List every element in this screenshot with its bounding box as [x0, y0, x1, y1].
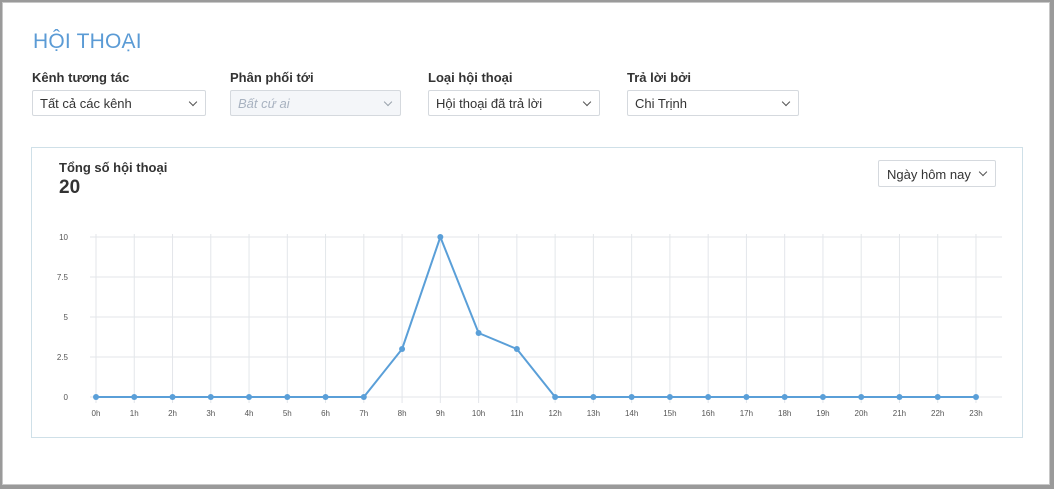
y-tick-label: 10	[59, 233, 68, 242]
x-tick-label: 12h	[548, 409, 561, 418]
data-point	[781, 394, 788, 400]
x-tick-label: 18h	[778, 409, 791, 418]
date-range-value: Ngày hôm nay	[887, 167, 971, 182]
date-range-select[interactable]: Ngày hôm nay	[878, 160, 996, 187]
x-tick-label: 0h	[92, 409, 101, 418]
x-tick-label: 16h	[701, 409, 714, 418]
data-point	[93, 394, 99, 400]
data-point	[284, 394, 291, 400]
y-tick-label: 7.5	[57, 273, 69, 282]
assigned-to-select: Bất cứ ai	[230, 90, 401, 116]
conversation-chart-card: 0 2.5 5 7.5 10 0h 1h 2h 3h 4h 5h 6h 7h 8h 9h 10h 11h 12h 1…	[31, 147, 1023, 438]
data-point	[207, 394, 214, 400]
chevron-down-icon	[188, 97, 198, 107]
series-line	[96, 236, 976, 398]
data-point	[934, 394, 941, 400]
x-tick-label: 3h	[206, 409, 215, 418]
filter-conversation-type: Loại hội thoại Hội thoại đã trả lời	[428, 70, 600, 116]
y-tick-label: 0	[64, 393, 69, 402]
data-point	[399, 346, 406, 352]
data-point	[590, 394, 597, 400]
x-tick-label: 13h	[587, 409, 600, 418]
replied-by-select[interactable]: Chi Trịnh	[627, 90, 799, 116]
conversation-line-chart: 0 2.5 5 7.5 10 0h 1h 2h 3h 4h 5h 6h 7h 8h 9h 10h 11h 12h 1…	[57, 233, 1002, 418]
x-tick-label: 21h	[893, 409, 906, 418]
filter-assigned-to-label: Phân phối tới	[230, 70, 314, 85]
data-point	[972, 394, 979, 400]
x-tick-label: 15h	[663, 409, 676, 418]
data-point	[552, 394, 559, 400]
data-point	[475, 330, 482, 336]
page-title: HỘI THOẠI	[33, 30, 142, 53]
data-point	[628, 394, 635, 400]
filter-channel: Kênh tương tác Tất cả các kênh	[32, 70, 206, 116]
x-tick-label: 19h	[816, 409, 829, 418]
data-point	[896, 394, 903, 400]
x-tick-label: 10h	[472, 409, 485, 418]
data-point	[360, 394, 367, 400]
data-point	[437, 234, 444, 240]
conversation-type-select[interactable]: Hội thoại đã trả lời	[428, 90, 600, 116]
assigned-to-select-value: Bất cứ ai	[238, 96, 290, 111]
data-point	[169, 394, 176, 400]
chevron-down-icon	[781, 97, 791, 107]
x-tick-label: 5h	[283, 409, 292, 418]
data-point	[246, 394, 253, 400]
x-tick-label: 7h	[359, 409, 368, 418]
y-tick-label: 5	[64, 313, 69, 322]
chevron-down-icon	[582, 97, 592, 107]
data-point	[858, 394, 865, 400]
filter-assigned-to: Phân phối tới Bất cứ ai	[230, 70, 401, 116]
y-tick-label: 2.5	[57, 353, 69, 362]
x-tick-label: 9h	[436, 409, 445, 418]
data-point	[513, 346, 520, 352]
x-tick-label: 20h	[855, 409, 868, 418]
data-point	[743, 394, 750, 400]
x-tick-label: 8h	[398, 409, 407, 418]
chevron-down-icon	[383, 97, 393, 107]
chevron-down-icon	[978, 167, 988, 177]
x-tick-label: 1h	[130, 409, 139, 418]
data-point	[322, 394, 329, 400]
filter-channel-label: Kênh tương tác	[32, 70, 130, 85]
total-count: 20	[59, 177, 81, 198]
x-tick-label: 14h	[625, 409, 638, 418]
x-tick-label: 11h	[510, 409, 523, 418]
chart-title: Tổng số hội thoại	[59, 160, 168, 175]
data-point	[131, 394, 138, 400]
filter-replied-by-label: Trả lời bởi	[627, 70, 691, 85]
x-tick-label: 4h	[245, 409, 254, 418]
filter-conversation-type-label: Loại hội thoại	[428, 70, 513, 85]
conversation-type-select-value: Hội thoại đã trả lời	[436, 96, 543, 111]
x-tick-label: 23h	[969, 409, 982, 418]
x-tick-label: 17h	[740, 409, 753, 418]
data-point	[705, 394, 712, 400]
x-tick-label: 22h	[931, 409, 944, 418]
filter-replied-by: Trả lời bởi Chi Trịnh	[627, 70, 799, 116]
channel-select[interactable]: Tất cả các kênh	[32, 90, 206, 116]
data-point	[666, 394, 673, 400]
x-tick-label: 2h	[168, 409, 177, 418]
channel-select-value: Tất cả các kênh	[40, 96, 132, 111]
x-tick-label: 6h	[321, 409, 330, 418]
data-point	[819, 394, 826, 400]
replied-by-select-value: Chi Trịnh	[635, 96, 688, 111]
